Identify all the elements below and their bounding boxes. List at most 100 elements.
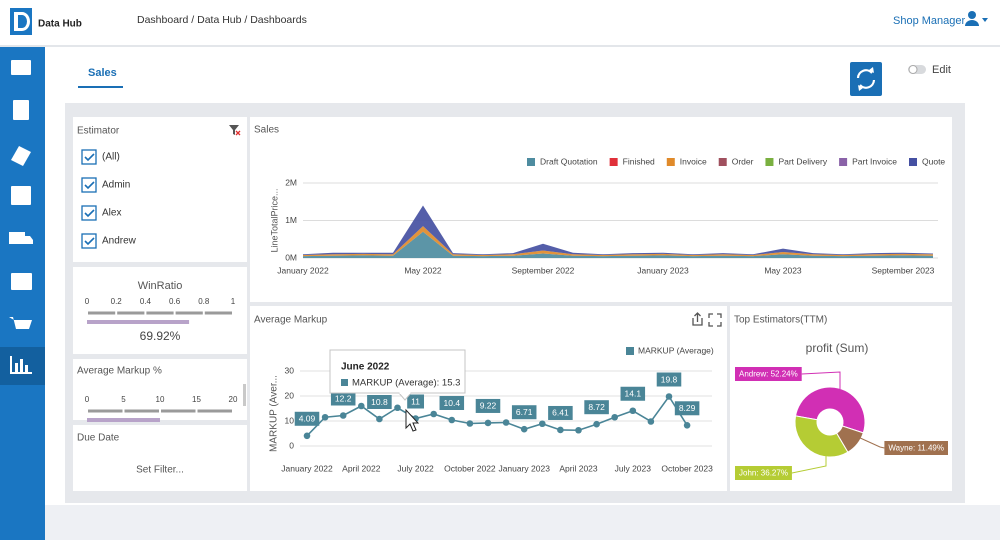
user-menu[interactable]: Shop Manager bbox=[893, 15, 965, 27]
marker bbox=[539, 420, 546, 428]
gauge-tick-label: 0 bbox=[85, 395, 90, 404]
gauge-bar bbox=[87, 418, 160, 422]
legend-label[interactable]: Quote bbox=[922, 156, 945, 166]
legend-label[interactable]: Order bbox=[732, 156, 754, 166]
legend-swatch bbox=[626, 347, 634, 355]
tab[interactable]: Sales bbox=[88, 67, 117, 79]
gauge-tick-label: 0 bbox=[85, 297, 90, 306]
sidebar bbox=[0, 47, 45, 540]
check-mark bbox=[84, 237, 95, 246]
checkbox[interactable] bbox=[81, 149, 97, 165]
data-label-bg bbox=[407, 394, 425, 409]
x-tick-label: October 2022 bbox=[444, 463, 496, 473]
filter-clear-icon[interactable] bbox=[229, 125, 241, 136]
leader-line bbox=[857, 436, 885, 449]
estimator-item[interactable]: Admin bbox=[102, 180, 130, 191]
legend-label[interactable]: Invoice bbox=[680, 156, 707, 166]
checkbox[interactable] bbox=[81, 233, 97, 249]
user-icon[interactable] bbox=[965, 11, 988, 26]
gauge-tick-label: 1 bbox=[231, 297, 236, 306]
data-label: 14.1 bbox=[625, 389, 642, 399]
marker bbox=[611, 413, 618, 421]
slice-label-bg bbox=[735, 367, 802, 381]
estimator-item[interactable]: Andrew bbox=[102, 236, 137, 247]
checkbox[interactable] bbox=[81, 177, 97, 193]
gauge-tick-label: 0.8 bbox=[198, 297, 210, 306]
marker bbox=[683, 421, 691, 429]
footer-bg bbox=[45, 505, 1000, 540]
header bbox=[0, 0, 1000, 45]
marker bbox=[430, 410, 438, 418]
slice-label-bg bbox=[735, 466, 792, 480]
marker bbox=[466, 420, 474, 427]
check-mark bbox=[84, 153, 95, 162]
line bbox=[306, 395, 688, 437]
estimator-item[interactable]: (All) bbox=[102, 152, 120, 163]
y-tick-label: 20 bbox=[285, 390, 295, 400]
x-tick-label: May 2023 bbox=[764, 265, 802, 275]
area bbox=[303, 205, 933, 255]
legend-label[interactable]: Finished bbox=[623, 156, 655, 166]
estimator-panel bbox=[73, 117, 247, 262]
marker bbox=[484, 419, 492, 427]
marker bbox=[394, 404, 401, 412]
slice-label: Wayne: 11.49% bbox=[888, 444, 944, 453]
data-label-bg bbox=[475, 398, 501, 413]
legend-swatch bbox=[839, 158, 848, 166]
scrollbar[interactable] bbox=[243, 384, 246, 406]
legend-label[interactable]: Draft Quotation bbox=[540, 156, 598, 166]
gauge-tick-label: 0.6 bbox=[169, 297, 181, 306]
estimator-item[interactable]: Alex bbox=[102, 208, 121, 219]
data-label: 6.41 bbox=[552, 408, 569, 418]
x-tick-label: July 2023 bbox=[615, 463, 652, 473]
chart-title: Top Estimators(TTM) bbox=[734, 315, 827, 326]
legend-swatch bbox=[527, 158, 535, 166]
tooltip-title: June 2022 bbox=[341, 362, 390, 373]
panel-tools[interactable] bbox=[692, 312, 722, 327]
sales-panel bbox=[250, 117, 952, 302]
y-axis-label: MARKUP (Aver... bbox=[269, 375, 280, 452]
set-filter[interactable]: Set Filter... bbox=[136, 465, 184, 476]
edit-label[interactable]: Edit bbox=[932, 64, 951, 76]
y-tick-label: 30 bbox=[285, 365, 295, 375]
y-axis-label: LineTotalPrice... bbox=[269, 188, 279, 252]
y-tick-label: 1M bbox=[285, 215, 297, 225]
x-tick-label: January 2023 bbox=[637, 265, 689, 275]
refresh-icon bbox=[856, 69, 876, 89]
legend-label[interactable]: MARKUP (Average) bbox=[638, 345, 714, 355]
slice bbox=[794, 415, 849, 458]
legend-label[interactable]: Part Delivery bbox=[778, 156, 827, 166]
data-label: 8.72 bbox=[588, 402, 605, 412]
refresh-button[interactable] bbox=[850, 62, 882, 96]
y-tick-label: 10 bbox=[285, 415, 295, 425]
data-label: 9.22 bbox=[480, 401, 497, 411]
breadcrumb[interactable]: Dashboard / Data Hub / Dashboards bbox=[137, 14, 307, 26]
legend-swatch bbox=[609, 158, 618, 166]
legend-swatch bbox=[666, 158, 675, 166]
marker bbox=[303, 432, 311, 440]
tooltip bbox=[329, 349, 466, 394]
avg-markup-panel bbox=[250, 306, 727, 491]
x-tick-label: April 2022 bbox=[342, 463, 381, 473]
checkbox[interactable] bbox=[81, 205, 97, 221]
data-label-bg bbox=[548, 405, 573, 420]
legend-label[interactable]: Part Invoice bbox=[852, 156, 897, 166]
x-tick-label: July 2022 bbox=[397, 463, 434, 473]
gauge-title: Average Markup % bbox=[77, 366, 162, 377]
tooltip-cover bbox=[399, 391, 411, 394]
gauge-title: WinRatio bbox=[138, 280, 183, 292]
check-mark bbox=[84, 181, 95, 190]
sidebar-icons[interactable] bbox=[9, 60, 33, 374]
app-name: Data Hub bbox=[38, 19, 82, 30]
slice bbox=[794, 386, 866, 434]
gauge-tick-label: 10 bbox=[156, 395, 165, 404]
x-tick-label: April 2023 bbox=[559, 463, 598, 473]
data-label: 8.29 bbox=[679, 403, 696, 413]
edit-toggle-knob bbox=[908, 65, 918, 74]
cursor bbox=[405, 408, 420, 432]
tooltip-text: MARKUP (Average): 15.3 bbox=[352, 378, 460, 389]
y-tick-label: 2M bbox=[285, 177, 297, 187]
gauge-tick-label: 0.4 bbox=[140, 297, 152, 306]
gauge-value: 69.92% bbox=[140, 329, 181, 343]
